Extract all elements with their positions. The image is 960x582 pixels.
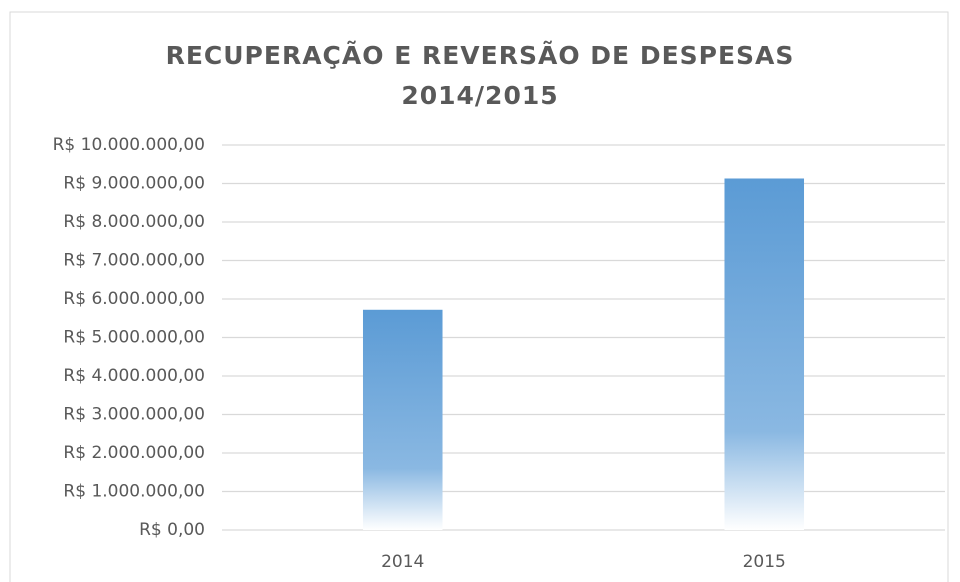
y-tick-label: R$ 4.000.000,00 xyxy=(63,366,205,386)
y-tick-label: R$ 10.000.000,00 xyxy=(53,135,205,155)
y-tick-label: R$ 6.000.000,00 xyxy=(63,289,205,309)
y-tick-label: R$ 5.000.000,00 xyxy=(63,328,205,348)
y-tick-label: R$ 3.000.000,00 xyxy=(63,405,205,425)
x-tick-label: 2014 xyxy=(381,552,424,572)
bar xyxy=(724,178,805,530)
y-tick-label: R$ 1.000.000,00 xyxy=(63,482,205,502)
bar xyxy=(362,309,443,530)
x-tick-label: 2015 xyxy=(743,552,786,572)
y-tick-label: R$ 0,00 xyxy=(139,520,205,540)
y-tick-label: R$ 8.000.000,00 xyxy=(63,212,205,232)
y-tick-label: R$ 7.000.000,00 xyxy=(63,251,205,271)
chart-title: 2014/2015 xyxy=(401,81,558,110)
chart-title: RECUPERAÇÃO E REVERSÃO DE DESPESAS xyxy=(166,41,795,70)
y-tick-label: R$ 9.000.000,00 xyxy=(63,174,205,194)
y-tick-label: R$ 2.000.000,00 xyxy=(63,443,205,463)
